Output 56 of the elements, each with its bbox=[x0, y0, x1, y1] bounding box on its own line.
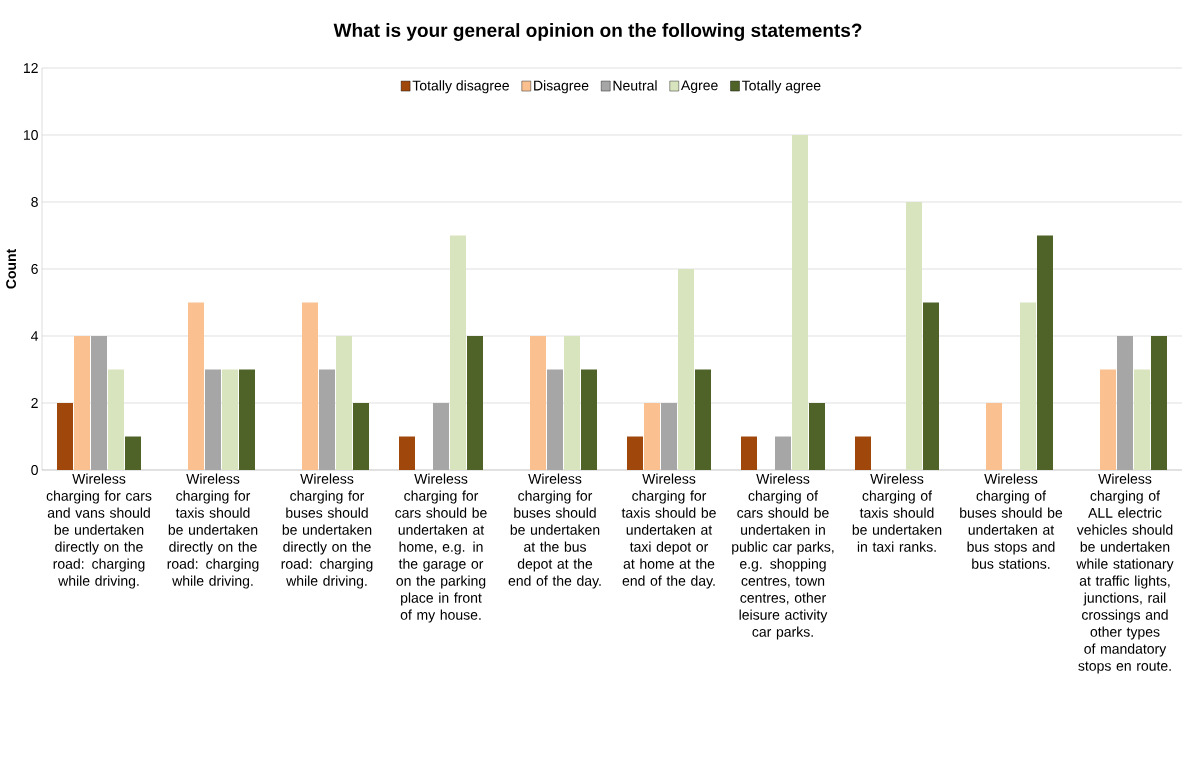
bar bbox=[1019, 302, 1036, 470]
bar bbox=[467, 335, 483, 470]
bar bbox=[695, 369, 711, 470]
bar bbox=[1150, 335, 1167, 470]
x-tick-label: Wireless charging for taxis should be undertaken directly on the road: charging while driving. bbox=[167, 473, 259, 589]
bar bbox=[741, 436, 757, 470]
bar bbox=[855, 436, 871, 470]
bar bbox=[922, 302, 939, 470]
bar bbox=[74, 335, 91, 470]
x-tick-label: Wireless charging of taxis should be undertaken in taxi ranks. bbox=[852, 473, 942, 552]
bar bbox=[905, 201, 922, 470]
legend-label: Agree bbox=[680, 80, 718, 94]
y-tick-label: 0 bbox=[31, 465, 38, 475]
bar bbox=[239, 369, 256, 470]
category-label: Wireless charging for cars should be undertaken at home, e.g. in the garage or on the parking place in front of my house. bbox=[395, 473, 487, 623]
bar bbox=[108, 369, 125, 470]
legend-label: Totally agree bbox=[742, 80, 821, 94]
category-label: Wireless charging of cars should be undertaken in public car parks, e.g. shopping centres, town centres, other leisure activity car parks. bbox=[732, 473, 834, 640]
x-tick-label: Wireless charging for cars and vans should be undertaken directly on the road: charging while driving. bbox=[46, 473, 152, 589]
y-tick-label: 8 bbox=[31, 197, 38, 207]
bar bbox=[627, 436, 643, 470]
bar bbox=[1099, 369, 1116, 470]
bar bbox=[399, 436, 415, 470]
x-tick-label: Wireless charging for buses should be undertaken directly on the road: charging while driving. bbox=[281, 473, 373, 589]
y-tick-label: 6 bbox=[31, 264, 38, 274]
bar bbox=[792, 134, 808, 470]
bar bbox=[1036, 235, 1053, 470]
chart-title: What is your general opinion on the following statements? bbox=[333, 23, 862, 41]
bar bbox=[1133, 369, 1150, 470]
x-tick-label: Wireless charging for taxis should be undertaken at taxi depot or at home at the end of the day. bbox=[621, 473, 716, 589]
bar bbox=[564, 335, 580, 470]
bar bbox=[678, 268, 694, 470]
legend-label: Neutral bbox=[613, 80, 657, 91]
category-label: Wireless charging of ALL electric vehicles should be undertaken while stationary at traffic lights, junctions, rail crossings and other types of mandatory stops en route. bbox=[1076, 473, 1174, 674]
bar bbox=[302, 302, 319, 470]
y-tick-label: 4 bbox=[31, 331, 39, 341]
y-axis-title: Count bbox=[6, 248, 17, 289]
bar bbox=[188, 302, 205, 470]
bar bbox=[530, 335, 546, 470]
bar bbox=[57, 402, 74, 470]
x-tick-label: Wireless charging of buses should be undertaken at bus stops and bus stations. bbox=[960, 473, 1063, 569]
legend-label: Disagree bbox=[534, 80, 589, 94]
bar bbox=[336, 335, 352, 470]
bar bbox=[809, 402, 825, 470]
bar bbox=[125, 436, 142, 470]
y-tick-label: 10 bbox=[23, 130, 38, 140]
bar bbox=[581, 369, 597, 470]
legend-label: Totally disagree bbox=[412, 80, 509, 94]
x-tick-label: Wireless charging for buses should be undertaken at the bus depot at the end of the day. bbox=[508, 473, 601, 589]
bar bbox=[353, 402, 369, 470]
bar bbox=[644, 402, 660, 470]
bar bbox=[450, 235, 466, 470]
bar bbox=[222, 369, 239, 470]
bar bbox=[985, 402, 1002, 470]
y-tick-label: 2 bbox=[31, 398, 38, 408]
y-tick-label: 12 bbox=[23, 63, 38, 73]
